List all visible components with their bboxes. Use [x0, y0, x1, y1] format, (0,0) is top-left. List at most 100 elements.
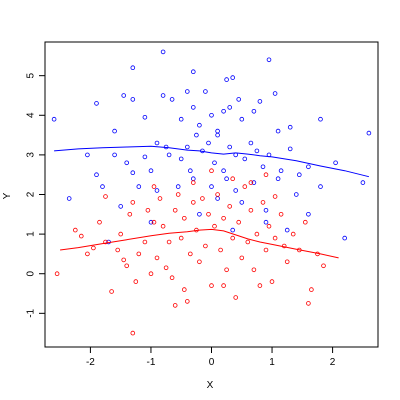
- series-1-point: [272, 235, 278, 241]
- series-1-point: [278, 212, 284, 217]
- series-0-point: [221, 109, 226, 114]
- points-layer: [51, 49, 372, 336]
- series-0-point: [266, 57, 272, 63]
- series-0-point: [306, 164, 311, 170]
- series-0-point: [318, 184, 323, 189]
- series-1-point: [182, 287, 187, 292]
- series-1-point: [151, 219, 157, 225]
- series-1-point: [321, 263, 326, 269]
- series-0-point: [296, 172, 302, 178]
- series-1-point: [185, 299, 190, 304]
- series-1-point: [254, 231, 260, 237]
- series-1-point: [118, 231, 123, 237]
- series-1-point: [206, 212, 211, 217]
- series-0-point: [366, 130, 372, 136]
- series-0-point: [160, 93, 166, 98]
- series-1-point: [130, 330, 136, 336]
- series-0-point: [227, 105, 233, 110]
- series-0-point: [94, 101, 99, 106]
- x-tick-label: 1: [269, 357, 275, 368]
- series-0-point: [51, 116, 57, 122]
- series-1-point: [142, 239, 148, 245]
- series-0-point: [242, 156, 248, 162]
- series-0-point: [293, 192, 299, 197]
- series-0-point: [166, 152, 172, 158]
- series-0-point: [318, 116, 323, 122]
- series-1-point: [209, 283, 214, 288]
- series-0-point: [230, 75, 236, 80]
- series-0-point: [342, 235, 348, 241]
- y-tick-label: 2: [26, 191, 37, 197]
- series-0-point: [178, 116, 184, 122]
- series-0-point: [360, 180, 366, 185]
- series-0-point: [284, 227, 290, 233]
- y-tick-label: 4: [26, 112, 37, 118]
- series-1-point: [154, 255, 160, 261]
- series-1-point: [236, 219, 242, 225]
- series-1-point: [242, 184, 248, 189]
- series-1-point: [103, 194, 108, 199]
- series-1-point: [127, 212, 133, 217]
- series-1-point: [197, 259, 202, 265]
- series-1-point: [212, 223, 217, 229]
- series-0-point: [197, 212, 202, 217]
- series-0-point: [272, 91, 278, 96]
- series-1-point: [172, 303, 178, 308]
- series-0-point: [224, 77, 229, 82]
- series-1-point: [73, 227, 78, 233]
- series-0-point: [136, 184, 142, 189]
- y-tick-label: 1: [26, 231, 37, 237]
- series-1-point: [121, 257, 126, 263]
- series-1-point: [248, 180, 254, 185]
- x-tick-label: -1: [147, 357, 156, 368]
- series-1-point: [191, 200, 196, 205]
- series-0-point: [66, 196, 72, 201]
- series-0-point: [142, 154, 148, 160]
- series-0-point: [100, 184, 105, 189]
- x-axis-title: X: [207, 380, 214, 391]
- series-0-point: [130, 97, 136, 102]
- series-0-point: [209, 113, 214, 118]
- series-0-point: [221, 168, 226, 174]
- x-tick-label: 0: [209, 357, 215, 368]
- series-0-point: [185, 144, 190, 150]
- series-1-point: [133, 279, 139, 284]
- series-1-point: [145, 208, 151, 213]
- series-0-point: [209, 184, 214, 189]
- series-0-point: [175, 184, 181, 189]
- series-0-point: [154, 140, 160, 146]
- smooth-lines-layer: [54, 145, 370, 259]
- series-1-point: [224, 267, 229, 273]
- series-0-point: [142, 115, 148, 120]
- series-1-point: [266, 223, 272, 229]
- series-0-point: [118, 204, 123, 209]
- x-tick-label: 2: [330, 357, 336, 368]
- x-axis: -2 -1 0 1 2: [86, 346, 336, 368]
- series-0-point: [178, 156, 184, 162]
- series-0-point: [85, 152, 90, 158]
- series-1-point: [302, 219, 308, 225]
- series-1-point: [91, 245, 96, 251]
- series-0-point: [148, 219, 154, 225]
- series-1-point: [230, 176, 236, 182]
- series-0-point: [206, 140, 211, 146]
- series-0-point: [160, 49, 166, 55]
- series-0-point: [130, 170, 136, 176]
- series-1-point: [109, 289, 114, 294]
- series-1-point: [157, 196, 163, 201]
- series-0-point: [188, 168, 193, 174]
- y-axis: -1 0 1 2 3 4 5: [26, 72, 46, 318]
- series-1-point: [166, 239, 172, 245]
- series-1-point: [163, 265, 169, 271]
- series-1-point: [191, 180, 196, 185]
- series-1-point: [85, 251, 90, 257]
- series-0-point: [254, 148, 260, 154]
- series-1-point: [169, 275, 175, 281]
- series-1-point: [260, 200, 266, 205]
- smooth-line-1: [60, 228, 339, 259]
- y-axis-title: Y: [2, 192, 13, 199]
- series-1-point: [175, 192, 181, 197]
- series-0-point: [333, 160, 338, 166]
- series-0-point: [251, 180, 257, 185]
